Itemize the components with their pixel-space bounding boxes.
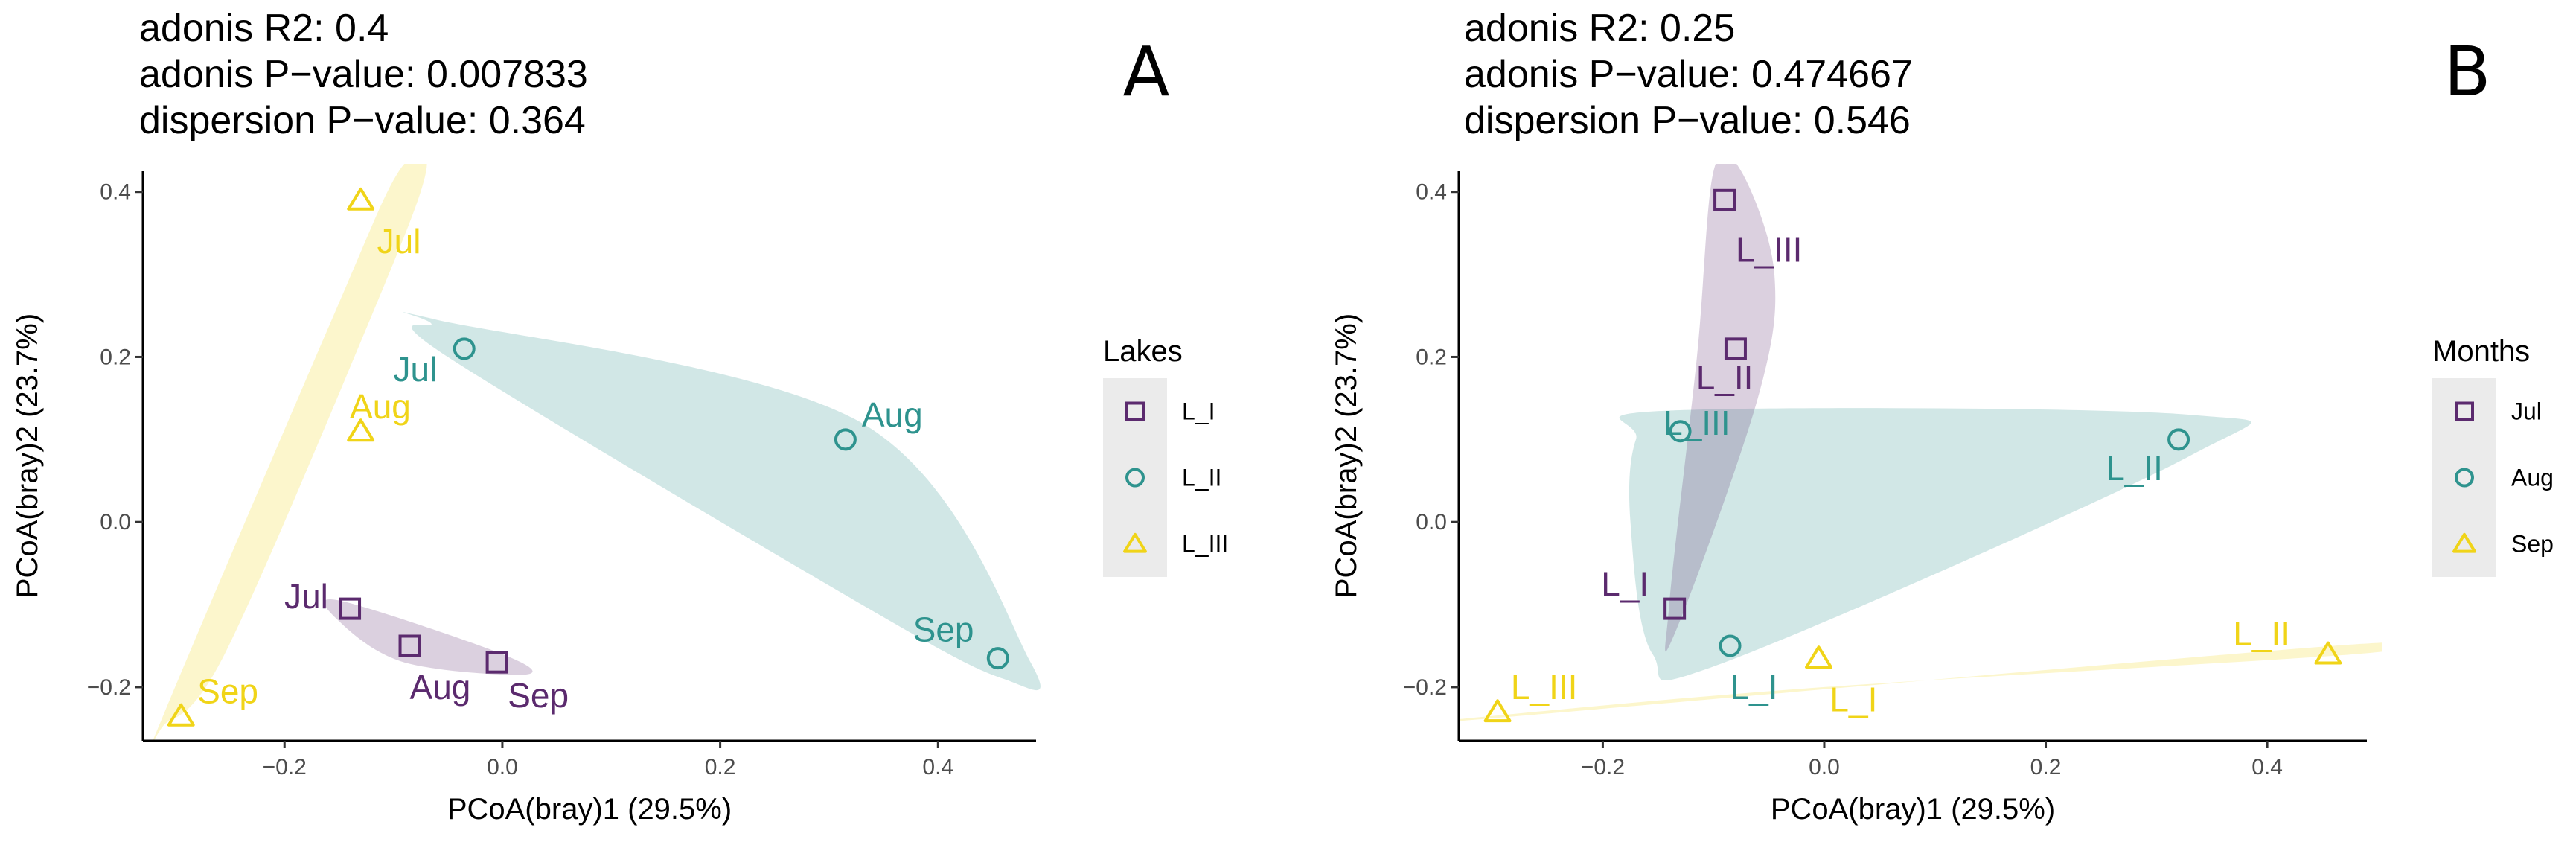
b-stat-line-1: adonis R2: 0.25	[1464, 7, 1735, 50]
b-hull-Sep	[1459, 642, 2382, 721]
b-legend-key-bg	[2432, 378, 2496, 444]
a-point-label-L_III-Jul: Jul	[377, 222, 421, 261]
b-point-label-Jul-L_II: L_II	[1696, 358, 1754, 397]
b-y-axis-label: PCoA(bray)2 (23.7%)	[1330, 313, 1363, 598]
b-y-tick-label: 0.4	[1416, 180, 1447, 205]
a-legend-key-L_III	[1123, 532, 1147, 553]
b-x-tick-label: 0.2	[2030, 755, 2062, 779]
a-point-label-L_II-Sep: Sep	[913, 610, 974, 648]
b-point-label-Sep-L_I: L_I	[1829, 680, 1877, 719]
a-point-label-L_I-Aug: Aug	[410, 668, 471, 707]
a-legend-key-bg	[1103, 378, 1167, 444]
a-legend: Lakes L_I L_II L_III	[1103, 335, 1228, 577]
a-point-L_I-Sep	[485, 651, 508, 674]
b-point-label-Jul-L_III: L_III	[1736, 230, 1803, 269]
b-point-Aug-L_I	[1719, 634, 1742, 657]
a-hull-L_I	[324, 599, 533, 675]
b-point-Aug-L_III	[1669, 420, 1692, 443]
a-hull-L_II	[403, 312, 1041, 691]
b-point-Jul-L_II	[1724, 337, 1747, 360]
a-legend-key-bg	[1103, 511, 1167, 577]
a-point-L_III-Sep	[167, 703, 195, 727]
a-point-L_II-Aug	[834, 428, 857, 451]
b-y-tick-label: 0.0	[1416, 510, 1447, 535]
a-stat-line-2: adonis P−value: 0.007833	[139, 53, 588, 96]
b-point-Sep-L_III	[1483, 699, 1512, 723]
a-stat-line-1: adonis R2: 0.4	[139, 7, 389, 50]
a-x-tick-label: 0.0	[487, 755, 518, 779]
b-hull-Jul	[1665, 164, 1776, 652]
b-point-label-Aug-L_III: L_III	[1663, 404, 1730, 442]
a-legend-key-L_II	[1125, 468, 1145, 488]
a-point-label-L_III-Aug: Aug	[350, 387, 411, 426]
b-x-axis-label: PCoA(bray)1 (29.5%)	[1771, 793, 2055, 826]
b-point-Sep-L_II	[2314, 641, 2342, 665]
b-legend-key-bg	[2432, 511, 2496, 577]
a-y-tick-label: 0.4	[100, 180, 131, 205]
b-point-Jul-L_III	[1713, 188, 1736, 211]
a-point-L_II-Sep	[986, 647, 1009, 670]
a-panel-label: A	[1123, 32, 1170, 112]
a-legend-label-L_II: L_II	[1182, 465, 1221, 491]
b-stat-line-3: dispersion P−value: 0.546	[1464, 99, 1911, 142]
b-point-label-Aug-L_I: L_I	[1730, 668, 1778, 707]
a-x-tick-label: −0.2	[263, 755, 307, 779]
a-y-tick-label: 0.0	[100, 510, 131, 535]
a-stat-line-3: dispersion P−value: 0.364	[139, 99, 586, 142]
b-point-label-Sep-L_II: L_II	[2233, 614, 2290, 653]
a-legend-label-L_I: L_I	[1182, 398, 1215, 425]
a-y-tick-label: 0.2	[100, 345, 131, 369]
a-x-tick-label: 0.2	[705, 755, 736, 779]
a-point-label-L_III-Sep: Sep	[197, 672, 258, 710]
a-point-L_I-Aug	[398, 634, 421, 657]
a-legend-title: Lakes	[1103, 335, 1183, 368]
b-point-label-Jul-L_I: L_I	[1601, 564, 1649, 603]
b-hulls	[1459, 164, 2382, 721]
b-point-Aug-L_II	[2167, 428, 2190, 451]
a-point-label-L_II-Jul: Jul	[393, 350, 437, 389]
a-x-axis-label: PCoA(bray)1 (29.5%)	[447, 793, 732, 826]
b-legend-key-Sep	[2452, 532, 2476, 553]
a-point-L_III-Aug	[347, 418, 375, 442]
a-point-L_I-Jul	[339, 597, 362, 620]
b-legend-label-Sep: Sep	[2511, 531, 2554, 558]
b-x-tick-label: −0.2	[1581, 755, 1625, 779]
b-point-Jul-L_I	[1663, 597, 1687, 620]
b-legend-label-Aug: Aug	[2511, 465, 2554, 491]
b-legend-title: Months	[2432, 335, 2530, 368]
a-point-L_II-Jul	[453, 337, 476, 360]
b-y-tick-label: 0.2	[1416, 345, 1447, 369]
b-stat-line-2: adonis P−value: 0.474667	[1464, 53, 1913, 96]
a-point-label-L_I-Jul: Jul	[284, 577, 328, 616]
b-legend-key-Aug	[2455, 468, 2474, 488]
b-hull-Aug	[1619, 408, 2251, 680]
b-point-label-Sep-L_III: L_III	[1511, 668, 1578, 707]
a-legend-key-L_I	[1125, 401, 1145, 421]
b-legend-label-Jul: Jul	[2511, 398, 2542, 425]
a-y-tick-label: −0.2	[87, 675, 131, 700]
a-y-axis-label: PCoA(bray)2 (23.7%)	[11, 313, 44, 598]
a-legend-label-L_III: L_III	[1182, 531, 1228, 558]
b-legend-key-Jul	[2455, 401, 2474, 421]
a-point-label-L_I-Sep: Sep	[508, 676, 569, 715]
a-point-label-L_II-Aug: Aug	[862, 395, 923, 434]
b-point-label-Aug-L_II: L_II	[2106, 449, 2163, 488]
a-legend-key-bg	[1103, 444, 1167, 511]
b-point-Sep-L_I	[1805, 645, 1832, 669]
b-legend-key-bg	[2432, 444, 2496, 511]
b-y-tick-label: −0.2	[1403, 675, 1447, 700]
b-x-tick-label: 0.0	[1809, 755, 1840, 779]
b-panel-label: B	[2444, 32, 2490, 112]
b-x-tick-label: 0.4	[2251, 755, 2283, 779]
b-legend: Months Jul Aug Sep	[2432, 335, 2554, 577]
a-point-L_III-Jul	[347, 187, 375, 211]
a-hull-L_III	[153, 164, 427, 741]
a-x-tick-label: 0.4	[922, 755, 953, 779]
a-hulls	[153, 164, 1041, 741]
